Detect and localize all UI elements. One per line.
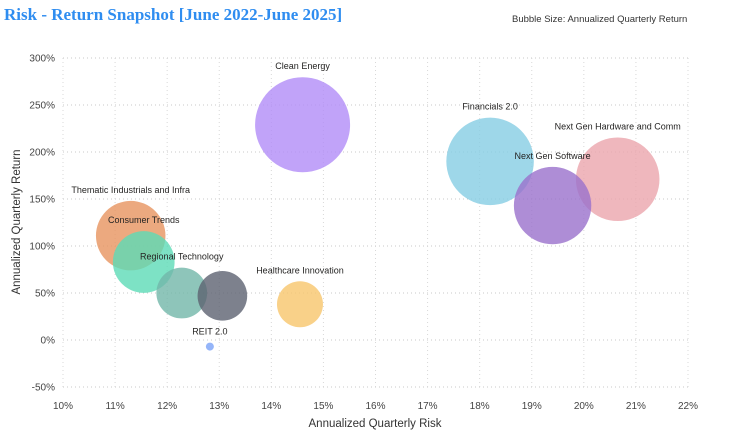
- x-tick-label: 17%: [418, 401, 438, 412]
- y-tick-label: 200%: [29, 148, 55, 159]
- bubble-size-note: Bubble Size: Annualized Quarterly Return: [512, 14, 688, 25]
- x-tick-label: 22%: [678, 401, 698, 412]
- bubble-label-thematic-industrials-and-infra: Thematic Industrials and Infra: [71, 185, 190, 195]
- x-tick-label: 18%: [470, 401, 490, 412]
- x-axis-ticks: 10% 11% 12% 13% 14% 15% 16% 17% 18% 19% 20% 21% 22%: [53, 401, 698, 412]
- x-tick-label: 21%: [626, 401, 646, 412]
- bubble-next-gen-software[interactable]: [513, 166, 592, 245]
- bubble-unlabeled[interactable]: [197, 271, 248, 321]
- y-tick-label: 150%: [29, 195, 55, 206]
- y-tick-label: 0%: [41, 336, 56, 347]
- y-axis-ticks: 300% 250% 200% 150% 100% 50% 0% -50%: [29, 54, 55, 394]
- x-tick-label: 10%: [53, 401, 73, 412]
- bubble-healthcare-innovation[interactable]: [276, 281, 323, 328]
- bubble-next-gen-hardware-and-comm[interactable]: [575, 137, 660, 222]
- bubble-label-consumer-trends: Consumer Trends: [108, 215, 180, 225]
- bubble-label-financials-2-0: Financials 2.0: [462, 102, 518, 112]
- x-tick-label: 14%: [261, 401, 281, 412]
- bubble-consumer-trends[interactable]: [112, 231, 175, 293]
- bubble-label-next-gen-software: Next Gen Software: [515, 151, 591, 161]
- bubble-label-healthcare-innovation: Healthcare Innovation: [256, 265, 344, 275]
- chart-title: Risk - Return Snapshot [June 2022-June 2…: [4, 5, 343, 24]
- y-axis-title: Annualized Quarterly Return: [11, 149, 23, 294]
- x-tick-label: 13%: [209, 401, 229, 412]
- bubble-financials-2-0[interactable]: [446, 117, 534, 206]
- bubble-label-clean-energy: Clean Energy: [275, 61, 330, 71]
- bubble-labels: Clean Energy Financials 2.0 Next Gen Hardw…: [71, 61, 680, 336]
- bubble-reit-2-0[interactable]: [205, 342, 214, 351]
- y-tick-label: 100%: [29, 242, 55, 253]
- bubble-label-reit-2-0: REIT 2.0: [192, 327, 227, 337]
- y-tick-label: 250%: [29, 101, 55, 112]
- x-tick-label: 16%: [365, 401, 385, 412]
- x-tick-label: 19%: [522, 401, 542, 412]
- y-tick-label: 300%: [29, 54, 55, 65]
- bubble-regional-technology[interactable]: [156, 267, 208, 319]
- x-tick-label: 15%: [313, 401, 333, 412]
- bubble-clean-energy[interactable]: [255, 77, 351, 173]
- x-tick-label: 12%: [157, 401, 177, 412]
- bubbles: [95, 77, 660, 351]
- bubble-label-regional-technology: Regional Technology: [140, 252, 224, 262]
- y-tick-label: -50%: [32, 383, 55, 394]
- x-tick-label: 11%: [105, 401, 124, 412]
- y-tick-label: 50%: [35, 289, 55, 300]
- x-axis-title: Annualized Quarterly Risk: [309, 418, 442, 430]
- x-tick-label: 20%: [574, 401, 594, 412]
- bubble-label-next-gen-hardware-and-comm: Next Gen Hardware and Comm: [555, 121, 681, 131]
